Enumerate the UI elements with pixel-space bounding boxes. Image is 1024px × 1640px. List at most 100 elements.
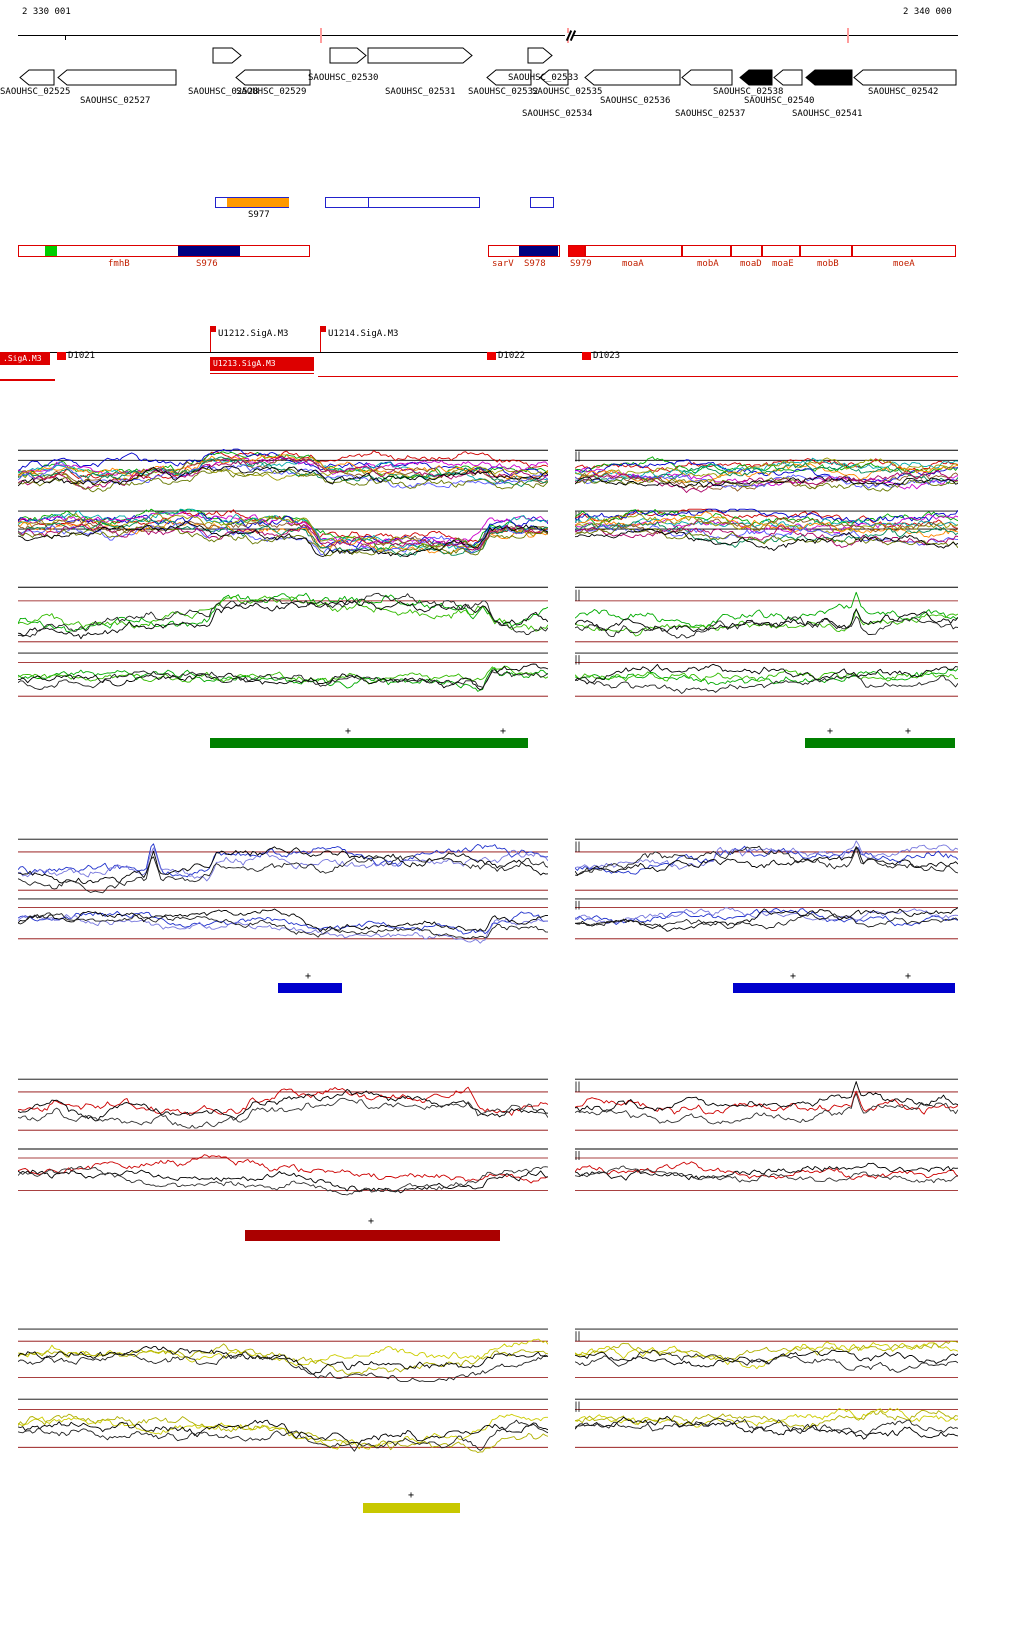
red-feature-box-4[interactable]: [682, 245, 731, 257]
gene-arrow-SAOUHSC_02527[interactable]: [57, 69, 177, 86]
annotation-flag-U1212.SigA.M3[interactable]: [210, 326, 216, 332]
panel-allprobes-fwd-left: [18, 448, 548, 493]
red-track-label-sarV: sarV: [492, 259, 514, 269]
annotation-dlabel-D1021: D1021: [68, 351, 96, 361]
gene-arrow-SAOUHSC_02529[interactable]: [235, 69, 311, 86]
panel-green-fwd-left: [18, 586, 548, 643]
axis-highlight-tick-0: [320, 28, 322, 43]
gene-arrow-SAOUHSC_02535[interactable]: [584, 69, 681, 86]
plus-mark-5: +: [790, 971, 797, 982]
panel-blue-rev-left: [18, 898, 548, 944]
red-feature-box-6[interactable]: [762, 245, 800, 257]
annotation-flag-stem: [320, 326, 321, 352]
panel-yellow-rev-right: [575, 1398, 958, 1448]
annotation-extent-line-0: [0, 379, 55, 381]
plus-mark-1: +: [500, 726, 507, 737]
panel-yellow-rev-left: [18, 1398, 548, 1454]
annotation-extent-line-1: [210, 373, 314, 374]
annotation-dmark-D1023[interactable]: [582, 352, 591, 360]
annotation-box-U1213.SigA.M3[interactable]: U1213.SigA.M3: [210, 357, 314, 371]
gene-label-SAOUHSC_02538: SAOUHSC_02538: [713, 87, 784, 97]
gene-arrow-track: [19, 47, 957, 86]
panel-blue-rev-right: [575, 898, 958, 940]
feature-fill: [178, 246, 240, 256]
red-track-label-moaE: moaE: [772, 259, 794, 269]
red-track-label-S979: S979: [570, 259, 592, 269]
gene-arrow-SAOUHSC_02534[interactable]: [539, 69, 569, 86]
red-feature-box-1[interactable]: [488, 245, 560, 257]
gene-arrow-SAOUHSC_02526[interactable]: [212, 47, 242, 64]
panel-allprobes-rev-left: [18, 508, 548, 558]
gene-arrow-SAOUHSC_02538[interactable]: [739, 69, 773, 86]
gene-arrow-SAOUHSC_02542[interactable]: [853, 69, 957, 86]
gene-label-SAOUHSC_02535: SAOUHSC_02535: [532, 87, 603, 97]
red-track-label-moeA: moeA: [893, 259, 915, 269]
panel-yellow-fwd-left: [18, 1328, 548, 1382]
gene-arrow-SAOUHSC_02541[interactable]: [805, 69, 853, 86]
red-feature-box-0[interactable]: [18, 245, 310, 257]
red-track-label-mobB: mobB: [817, 259, 839, 269]
annotation-dlabel-D1022: D1022: [498, 351, 526, 361]
plus-mark-8: +: [408, 1490, 415, 1501]
blue-feature-box-0[interactable]: [215, 197, 289, 208]
annotation-flag-U1214.SigA.M3[interactable]: [320, 326, 326, 332]
annotation-dmark-D1022[interactable]: [487, 352, 496, 360]
annotation-dmark-D1021[interactable]: [57, 352, 66, 360]
bar-green-left: [210, 738, 528, 748]
bar-yellow-left: [363, 1503, 460, 1513]
red-feature-box-2[interactable]: [568, 245, 585, 257]
gene-label-SAOUHSC_02534: SAOUHSC_02534: [522, 109, 593, 119]
panel-green-fwd-right: [575, 586, 958, 643]
red-track-label-mobA: mobA: [697, 259, 719, 269]
gene-label-SAOUHSC_02527: SAOUHSC_02527: [80, 96, 151, 106]
red-feature-box-7[interactable]: [800, 245, 852, 257]
gene-label-SAOUHSC_02532: SAOUHSC_02532: [468, 87, 539, 97]
feature-fill: [227, 198, 289, 207]
axis-end-coordinate: 2 340 000: [903, 7, 952, 17]
plus-mark-7: +: [368, 1216, 375, 1227]
annotation-box-.SigA.M3[interactable]: .SigA.M3: [0, 352, 50, 365]
gene-label-SAOUHSC_02541: SAOUHSC_02541: [792, 109, 863, 119]
red-feature-box-3[interactable]: [585, 245, 682, 257]
gene-label-SAOUHSC_02537: SAOUHSC_02537: [675, 109, 746, 119]
red-track-label-moaD: moaD: [740, 259, 762, 269]
red-feature-box-5[interactable]: [731, 245, 762, 257]
panel-red-fwd-left: [18, 1078, 548, 1131]
gene-arrow-SAOUHSC_02540[interactable]: [773, 69, 803, 86]
feature-fill: [45, 246, 57, 256]
red-feature-box-8[interactable]: [852, 245, 956, 257]
blue-feature-box-1[interactable]: [325, 197, 480, 208]
panel-green-rev-right: [575, 652, 958, 697]
plus-mark-3: +: [905, 726, 912, 737]
plus-mark-2: +: [827, 726, 834, 737]
gene-arrow-SAOUHSC_02537[interactable]: [681, 69, 733, 86]
bar-blue-left: [278, 983, 342, 993]
panel-red-rev-right: [575, 1148, 958, 1191]
plus-mark-6: +: [905, 971, 912, 982]
gene-label-SAOUHSC_02528: SAOUHSC_02528: [188, 87, 259, 97]
feature-divider: [368, 198, 369, 207]
annotation-label-U1212.SigA.M3: U1212.SigA.M3: [218, 329, 289, 339]
annotation-dlabel-D1023: D1023: [593, 351, 621, 361]
axis-start-coordinate: 2 330 001: [22, 7, 71, 17]
gene-label-SAOUHSC_02536: SAOUHSC_02536: [600, 96, 671, 106]
gene-label-SAOUHSC_02540: SAOUHSC_02540: [744, 96, 815, 106]
panel-red-rev-left: [18, 1148, 548, 1196]
red-track-label-fmhB: fmhB: [108, 259, 130, 269]
red-track-label-S976: S976: [196, 259, 218, 269]
gene-arrow-SAOUHSC_02533[interactable]: [486, 69, 532, 86]
annotation-baseline: [0, 352, 958, 353]
panel-allprobes-fwd-right: [575, 449, 958, 493]
gene-label-SAOUHSC_02542: SAOUHSC_02542: [868, 87, 939, 97]
bar-darkred-left: [245, 1230, 500, 1241]
feature-fill: [519, 246, 558, 256]
gene-arrow-SAOUHSC_02531[interactable]: [367, 47, 473, 64]
panel-blue-fwd-left: [18, 838, 548, 894]
axis-notch-0: [65, 36, 66, 40]
gene-arrow-SAOUHSC_02530[interactable]: [329, 47, 367, 64]
gene-arrow-SAOUHSC_02525[interactable]: [19, 69, 55, 86]
gene-arrow-SAOUHSC_02532[interactable]: [527, 47, 553, 64]
blue-feature-box-2[interactable]: [530, 197, 554, 208]
panel-red-fwd-right: [575, 1078, 958, 1131]
panel-blue-fwd-right: [575, 838, 958, 891]
